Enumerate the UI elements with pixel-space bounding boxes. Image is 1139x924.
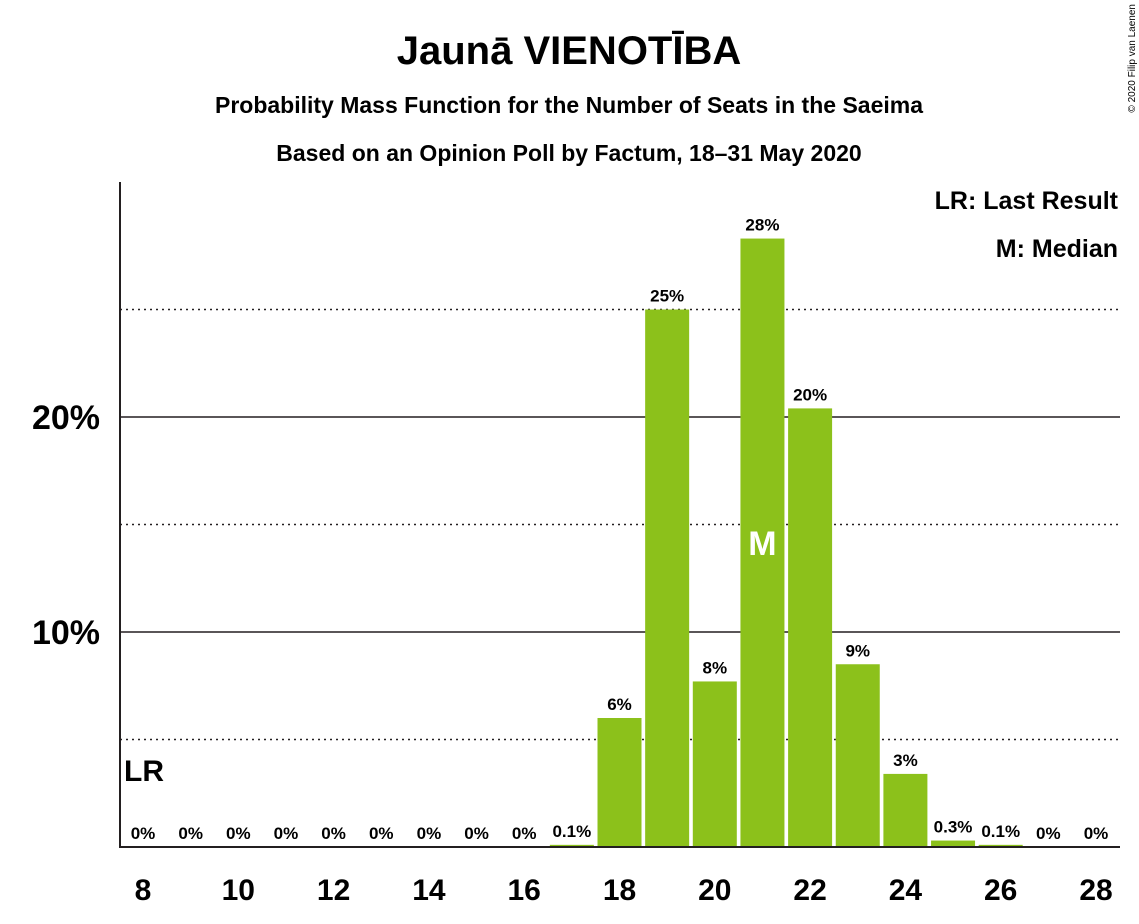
x-tick-8: 8 [135, 874, 152, 907]
y-tick-labels: 10% 20% [32, 399, 100, 652]
bar-25 [931, 840, 976, 847]
last-result-marker: LR [124, 755, 164, 788]
data-label-28: 0% [1084, 824, 1109, 843]
y-tick-10: 10% [32, 614, 100, 652]
bar-21 [740, 238, 785, 848]
x-tick-12: 12 [317, 874, 350, 907]
x-tick-14: 14 [412, 874, 446, 907]
data-label-24: 3% [893, 751, 918, 770]
copyright-text: © 2020 Filip van Laenen [1127, 4, 1138, 113]
bar-24 [883, 773, 928, 847]
bar-17 [549, 844, 594, 847]
data-label-25: 0.3% [934, 818, 973, 837]
median-marker: M [748, 525, 776, 563]
data-label-22: 20% [793, 385, 827, 404]
data-label-18: 6% [607, 695, 632, 714]
data-label-20: 8% [703, 658, 728, 677]
y-tick-20: 20% [32, 399, 100, 437]
data-label-19: 25% [650, 287, 684, 306]
data-label-17: 0.1% [552, 822, 591, 841]
bar-18 [597, 718, 642, 847]
data-label-12: 0% [321, 824, 346, 843]
x-tick-20: 20 [698, 874, 731, 907]
data-label-9: 0% [178, 824, 203, 843]
data-label-23: 9% [845, 641, 870, 660]
data-label-8: 0% [131, 824, 156, 843]
x-tick-18: 18 [603, 874, 636, 907]
chart-title: Jaunā VIENOTĪBA [397, 29, 742, 73]
x-tick-22: 22 [793, 874, 826, 907]
x-tick-28: 28 [1079, 874, 1112, 907]
bar-labels: 0% 0% 0% 0% 0% 0% 0% 0% 0% 0.1% 6% 25% 8% 28% 20% 9% 3% 0… [124, 216, 1108, 843]
legend-median: M: Median [996, 235, 1118, 263]
bar-20 [692, 681, 737, 847]
bar-26 [978, 844, 1023, 847]
data-label-26: 0.1% [981, 822, 1020, 841]
legend-last-result: LR: Last Result [935, 187, 1119, 215]
data-label-13: 0% [369, 824, 394, 843]
data-label-16: 0% [512, 824, 537, 843]
data-label-21: 28% [745, 216, 779, 235]
data-label-15: 0% [464, 824, 489, 843]
bars [549, 238, 1023, 848]
x-tick-labels: 8 10 12 14 16 18 20 22 24 26 28 [135, 874, 1113, 907]
bar-19 [645, 309, 690, 847]
x-tick-24: 24 [889, 874, 923, 907]
chart-subtitle-1: Probability Mass Function for the Number… [215, 92, 923, 118]
x-tick-16: 16 [508, 874, 541, 907]
data-label-11: 0% [274, 824, 299, 843]
chart-subtitle-2: Based on an Opinion Poll by Factum, 18–3… [276, 140, 861, 166]
axes [119, 182, 1120, 848]
data-label-14: 0% [417, 824, 442, 843]
data-label-27: 0% [1036, 824, 1061, 843]
data-label-10: 0% [226, 824, 251, 843]
bar-23 [835, 664, 880, 847]
x-tick-10: 10 [222, 874, 255, 907]
gridlines [120, 308, 1120, 741]
x-tick-26: 26 [984, 874, 1017, 907]
bar-22 [788, 408, 833, 847]
